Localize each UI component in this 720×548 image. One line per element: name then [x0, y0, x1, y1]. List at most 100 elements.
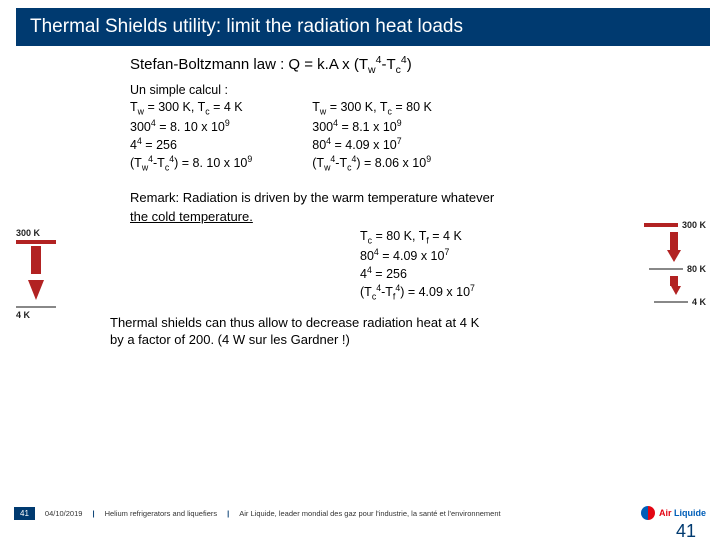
c2l5c: ) = 8.06 x 10: [356, 156, 426, 170]
c1l4: 4: [130, 138, 137, 152]
right-bar-80: [649, 268, 683, 270]
logo-swirl-icon: [641, 506, 655, 520]
diagram-right: 300 K 80 K 4 K: [636, 218, 706, 309]
c1sup9a: 9: [225, 118, 230, 128]
c1l3: 300: [130, 120, 151, 134]
c2sup9a: 9: [397, 118, 402, 128]
right-head-2-icon: [671, 286, 681, 295]
conclusion-2: by a factor of 200. (4 W sur les Gardner…: [110, 331, 690, 349]
footer: 41 04/10/2019 | Helium refrigerators and…: [0, 506, 720, 520]
logo-liquide: Liquide: [674, 508, 706, 518]
footer-slide-number: 41: [14, 507, 35, 520]
c3l2: 80: [360, 249, 374, 263]
c1-l2: Tw = 300 K, Tc = 4 K: [130, 99, 252, 118]
law-end: ): [407, 56, 412, 73]
c2-l4: 804 = 4.09 x 107: [312, 136, 432, 154]
c2-spacer: [312, 82, 432, 99]
right-head-1-icon: [667, 250, 681, 262]
c3subf2: f: [393, 292, 395, 302]
right-row-300: 300 K: [636, 220, 706, 230]
right-80k-label: 80 K: [687, 264, 706, 274]
page-number: 41: [676, 521, 696, 542]
right-300k-label: 300 K: [682, 220, 706, 230]
c3l3: 4: [360, 267, 367, 281]
remark-line-2: the cold temperature.: [130, 208, 690, 226]
c2l2c: = 80 K: [392, 100, 432, 114]
c2l4: 80: [312, 138, 326, 152]
left-arrow-stem: [31, 246, 41, 274]
calc-col-1: Un simple calcul : Tw = 300 K, Tc = 4 K …: [130, 82, 252, 175]
c1-l3: 3004 = 8. 10 x 109: [130, 118, 252, 136]
c1l5b: -T: [153, 156, 165, 170]
c2l5b: -T: [335, 156, 347, 170]
right-row-80: 80 K: [636, 264, 706, 274]
footer-date: 04/10/2019: [45, 509, 83, 518]
left-4k-label: 4 K: [16, 310, 96, 320]
c2sup9b: 9: [426, 154, 431, 164]
right-stem-1: [670, 232, 678, 250]
c1-l1: Un simple calcul :: [130, 82, 252, 99]
right-stem-2: [670, 276, 678, 286]
c3sup7a: 7: [444, 247, 449, 257]
footer-sep-1: |: [92, 509, 94, 518]
c2l3b: = 8.1 x 10: [338, 120, 397, 134]
remark-line-1: Remark: Radiation is driven by the warm …: [130, 189, 690, 207]
calc-col-2: Tw = 300 K, Tc = 80 K 3004 = 8.1 x 109 8…: [312, 82, 432, 175]
c3l1a: T: [360, 229, 368, 243]
logo-air: Air: [659, 508, 672, 518]
c2l2b: = 300 K, T: [326, 100, 387, 114]
logo-text: Air Liquide: [659, 508, 706, 518]
c2-l5: (Tw4-Tc4) = 8.06 x 109: [312, 154, 432, 174]
c1l2a: T: [130, 100, 138, 114]
c3l4a: (T: [360, 285, 372, 299]
stefan-boltzmann-law: Stefan-Boltzmann law : Q = k.A x (Tw4-Tc…: [130, 54, 690, 76]
law-text: Stefan-Boltzmann law : Q = k.A x (T: [130, 56, 368, 73]
c2subc2: c: [347, 163, 351, 173]
c3l3b: = 256: [372, 267, 407, 281]
slide-title: Thermal Shields utility: limit the radia…: [16, 8, 710, 46]
left-300k-label: 300 K: [16, 228, 96, 238]
footer-sep-2: |: [227, 509, 229, 518]
c1l2b: = 300 K, T: [144, 100, 205, 114]
left-cold-bar: [16, 306, 56, 308]
c2-l2: Tw = 300 K, Tc = 80 K: [312, 99, 432, 118]
c1subw2: w: [142, 163, 148, 173]
c3sup7b: 7: [470, 283, 475, 293]
right-arrow-2: [636, 276, 706, 295]
law-mid: -T: [381, 56, 395, 73]
c2l4b: = 4.09 x 10: [331, 138, 397, 152]
c3l2b: = 4.09 x 10: [379, 249, 445, 263]
conclusion-1: Thermal shields can thus allow to decrea…: [110, 314, 690, 332]
c1l3b: = 8. 10 x 10: [156, 120, 225, 134]
diagram-left: 300 K 4 K: [16, 228, 96, 320]
c3subc2: c: [372, 292, 376, 302]
c2subw2: w: [324, 163, 330, 173]
air-liquide-logo: Air Liquide: [641, 506, 706, 520]
c3l4c: ) = 4.09 x 10: [400, 285, 470, 299]
c1-l4: 44 = 256: [130, 136, 252, 154]
right-4k-label: 4 K: [692, 297, 706, 307]
c2l5a: (T: [312, 156, 324, 170]
c1sup9b: 9: [247, 154, 252, 164]
c3l1c: = 4 K: [429, 229, 462, 243]
footer-topic: Helium refrigerators and liquefiers: [105, 509, 218, 518]
right-arrow-1: [636, 232, 706, 262]
c3l1b: = 80 K, T: [372, 229, 426, 243]
slide-content: Stefan-Boltzmann law : Q = k.A x (Tw4-Tc…: [0, 50, 720, 349]
c3l4b: -T: [381, 285, 393, 299]
right-bar-300: [644, 223, 678, 227]
left-hot-bar: [16, 240, 56, 244]
c1l2c: = 4 K: [210, 100, 243, 114]
right-bar-4: [654, 301, 688, 303]
right-row-4: 4 K: [636, 297, 706, 307]
c1l4b: = 256: [142, 138, 177, 152]
sub-w: w: [368, 64, 376, 76]
calc-columns: Un simple calcul : Tw = 300 K, Tc = 4 K …: [130, 82, 690, 175]
footer-tagline: Air Liquide, leader mondial des gaz pour…: [239, 509, 500, 518]
c1-l5: (Tw4-Tc4) = 8. 10 x 109: [130, 154, 252, 174]
c1l5a: (T: [130, 156, 142, 170]
left-arrow-head-icon: [28, 280, 44, 300]
c2l3: 300: [312, 120, 333, 134]
c2sup7a: 7: [397, 136, 402, 146]
c2l2a: T: [312, 100, 320, 114]
